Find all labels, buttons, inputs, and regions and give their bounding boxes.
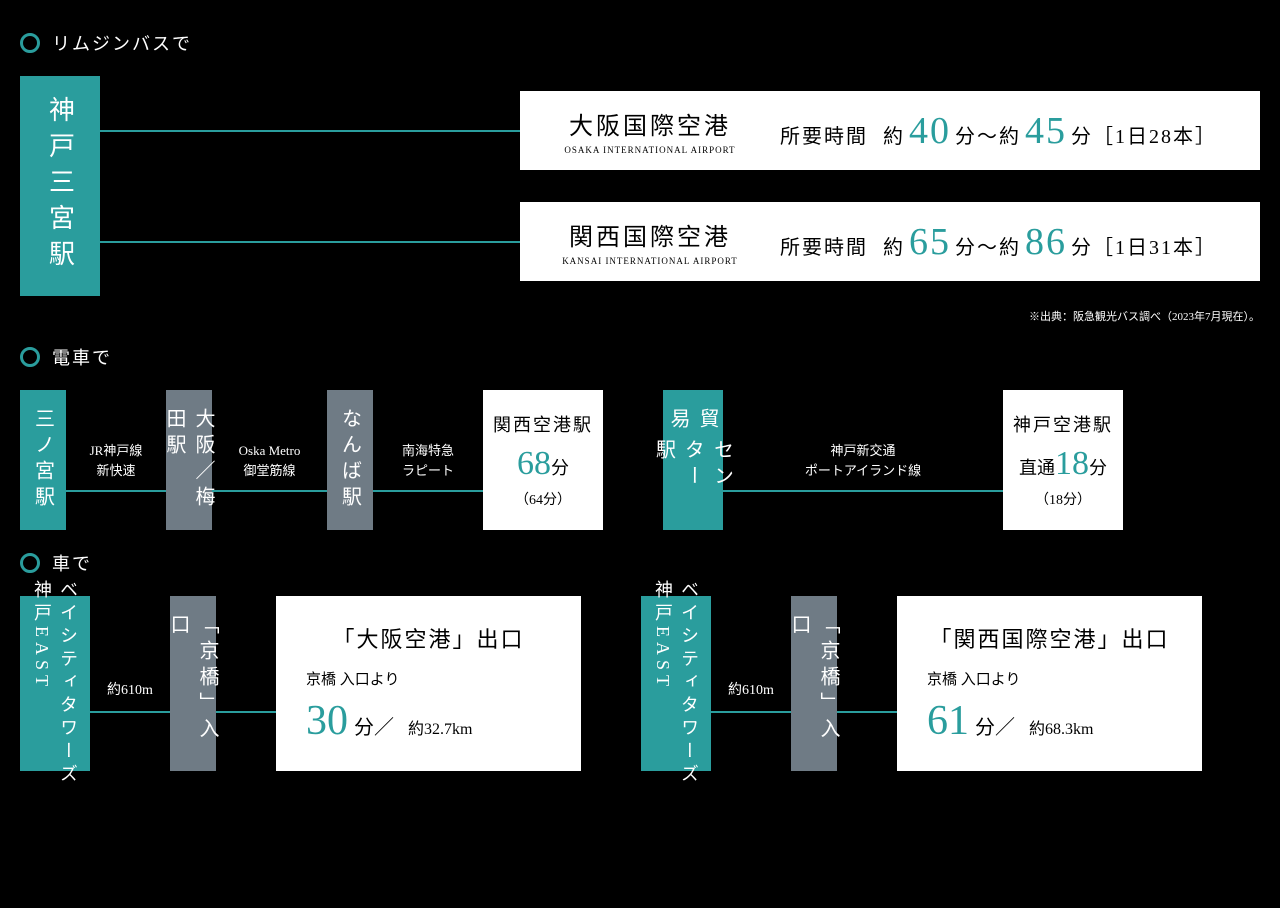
section-header-train: 電車で: [20, 344, 1260, 370]
car-diagram: ベイシティタワーズ 神戸EAST 約610m 「京橋」入口 「大阪空港」出口 京…: [20, 596, 1260, 771]
car-origin: ベイシティタワーズ 神戸EAST: [641, 596, 711, 771]
car-dest: 「大阪空港」出口 京橋 入口より 30 分／ 約32.7km: [276, 596, 581, 771]
train-diagram: 三ノ宮駅 JR神戸線 新快速 大阪／梅田駅 Oska Metro 御堂筋線 なん…: [20, 390, 1260, 530]
segment-label: 約610m: [728, 680, 774, 701]
section-title: 車で: [52, 550, 92, 576]
bullet-icon: [20, 553, 40, 573]
car-dest: 「関西国際空港」出口 京橋 入口より 61 分／ 約68.3km: [897, 596, 1202, 771]
airport-name-jp: 関西国際空港: [540, 217, 760, 252]
bullet-icon: [20, 347, 40, 367]
source-note: ※出典：阪急観光バス調べ（2023年7月現在）。: [20, 308, 1260, 324]
train-route-1: 三ノ宮駅 JR神戸線 新快速 大阪／梅田駅 Oska Metro 御堂筋線 なん…: [20, 390, 603, 530]
segment-label: 神戸新交通 ポートアイランド線: [805, 441, 921, 480]
train-origin: 貿易 センター駅: [663, 390, 723, 530]
train-dest: 神戸空港駅 直通18分 （18分）: [1003, 390, 1123, 530]
segment-label: JR神戸線 新快速: [90, 441, 143, 480]
bus-route: 大阪国際空港 OSAKA INTERNATIONAL AIRPORT 所要時間 …: [100, 91, 1260, 170]
car-mid: 「京橋」入口: [791, 596, 837, 771]
train-origin: 三ノ宮駅: [20, 390, 66, 530]
segment-label: 南海特急 ラピート: [402, 441, 454, 480]
section-title: 電車で: [52, 344, 112, 370]
section-title: リムジンバスで: [52, 30, 192, 56]
train-mid-station: なんば駅: [327, 390, 373, 530]
segment-label: 約610m: [107, 680, 153, 701]
car-route: ベイシティタワーズ 神戸EAST 約610m 「京橋」入口 「関西国際空港」出口…: [641, 596, 1202, 771]
bus-time: 所要時間 約 40 分～約 45 分［1日28本］: [780, 109, 1217, 153]
section-header-bus: リムジンバスで: [20, 30, 1260, 56]
train-mid-station: 大阪／梅田駅: [166, 390, 212, 530]
train-dest: 関西空港駅 68分 （64分）: [483, 390, 603, 530]
car-origin: ベイシティタワーズ 神戸EAST: [20, 596, 90, 771]
train-route-2: 貿易 センター駅 神戸新交通 ポートアイランド線 神戸空港駅 直通18分 （18…: [663, 390, 1123, 530]
section-header-car: 車で: [20, 550, 1260, 576]
car-route: ベイシティタワーズ 神戸EAST 約610m 「京橋」入口 「大阪空港」出口 京…: [20, 596, 581, 771]
airport-name-en: OSAKA INTERNATIONAL AIRPORT: [540, 145, 760, 155]
connector-line: [100, 241, 520, 243]
airport-name-en: KANSAI INTERNATIONAL AIRPORT: [540, 256, 760, 266]
connector-line: [100, 130, 520, 132]
bus-time: 所要時間 約 65 分～約 86 分［1日31本］: [780, 220, 1217, 264]
airport-name-jp: 大阪国際空港: [540, 106, 760, 141]
bullet-icon: [20, 33, 40, 53]
segment-label: Oska Metro 御堂筋線: [239, 441, 301, 480]
bus-origin: 神戸三宮駅: [20, 76, 100, 296]
bus-route: 関西国際空港 KANSAI INTERNATIONAL AIRPORT 所要時間…: [100, 202, 1260, 281]
bus-diagram: 神戸三宮駅 大阪国際空港 OSAKA INTERNATIONAL AIRPORT…: [20, 76, 1260, 296]
car-mid: 「京橋」入口: [170, 596, 216, 771]
